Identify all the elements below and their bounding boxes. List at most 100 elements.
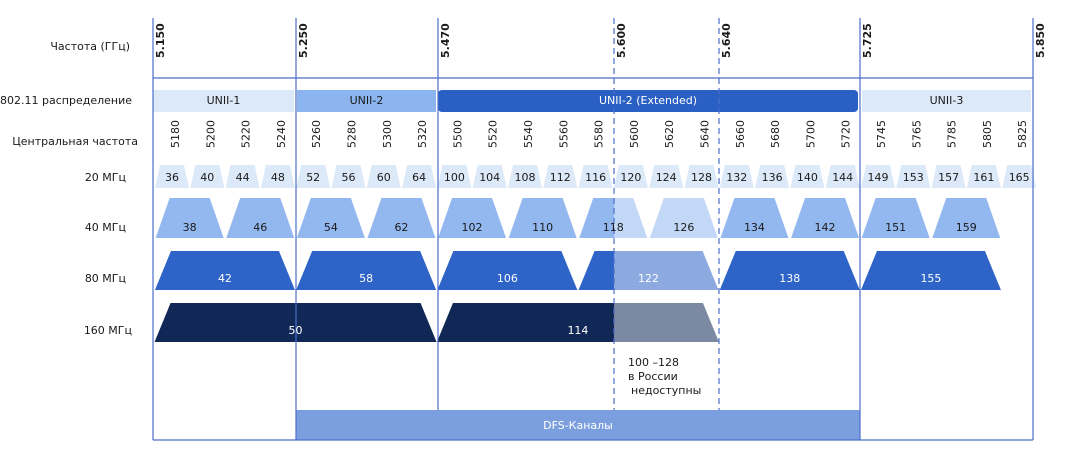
allocation-band [153,90,294,112]
channel-label: 38 [183,221,197,234]
center-frequency: 5620 [663,120,676,148]
channel-shape [154,251,295,290]
channel-label: 42 [218,272,232,285]
channel-shape [155,198,224,238]
channel-shape [296,251,437,290]
row-label: 40 МГц [85,221,126,234]
allocation-band [297,90,436,112]
allocation-label: UNII-2 [350,94,384,107]
channel-shape [896,165,931,188]
channel-shape [296,198,365,238]
center-frequency: 5785 [946,120,959,148]
center-frequency: 5765 [910,120,923,148]
channel-label: 54 [324,221,338,234]
channel-shape [720,198,789,238]
channel-shape [296,165,331,188]
channel-shape [790,165,825,188]
note: 100 –128 [628,356,679,369]
center-frequency: 5640 [699,120,712,148]
channel-label: 60 [377,171,391,184]
allocation-label: UNII-3 [930,94,964,107]
channel-shape [684,165,719,188]
channel-shape [437,165,472,188]
center-frequency: 5240 [275,120,288,148]
center-frequency: 5700 [804,120,817,148]
frequency-label: 5.850 [1034,23,1047,58]
channel-label: 159 [956,221,977,234]
frequency-label: 5.470 [439,23,452,58]
channel-shape [155,165,189,188]
frequency-label: 5.250 [297,23,310,58]
channel-label: 114 [567,324,588,337]
frequency-label: 5.600 [615,23,628,58]
allocation-label: UNII-2 (Extended) [599,94,697,107]
channel-label: 106 [497,272,518,285]
channel-shape [719,251,860,290]
row-label: Частота (ГГц) [50,40,130,53]
channel-label: 149 [868,171,889,184]
channel-shape [931,165,966,188]
channel-label: 62 [394,221,408,234]
channel-shape [861,198,930,238]
channel-label: 124 [656,171,677,184]
channel-label: 50 [289,324,303,337]
channel-label: 122 [638,272,659,285]
channel-shape [226,198,295,238]
center-frequency: 5540 [522,120,535,148]
channel-label: 118 [603,221,624,234]
channel-label: 40 [200,171,214,184]
channel-label: 144 [832,171,853,184]
channel-label: 165 [1009,171,1030,184]
allocation-band [438,90,858,112]
channel-label: 126 [673,221,694,234]
channel-shape [860,251,1001,290]
channel-label: 56 [342,171,356,184]
center-frequency: 5320 [416,120,429,148]
channel-shape [260,165,295,188]
channel-shape [472,165,507,188]
channel-shape [719,165,754,188]
unavailable-overlay [614,195,719,345]
note: в России [628,370,678,383]
center-frequency: 5280 [346,120,359,148]
channel-shape [225,165,260,188]
center-frequency: 5220 [240,120,253,148]
channel-label: 102 [462,221,483,234]
channel-label: 110 [532,221,553,234]
channel-label: 112 [550,171,571,184]
channel-label: 120 [620,171,641,184]
channel-shape [331,165,366,188]
channel-label: 157 [938,171,959,184]
center-frequency: 5660 [734,120,747,148]
row-label: 802.11 распределение [0,94,132,107]
channel-label: 136 [762,171,783,184]
allocation-label: UNII-1 [207,94,241,107]
channel-label: 108 [515,171,536,184]
channel-label: 100 [444,171,465,184]
channel-label: 36 [165,171,179,184]
frame [152,18,1034,441]
channel-label: 64 [412,171,426,184]
channel-shape [402,165,437,188]
center-frequency: 5680 [769,120,782,148]
channel-label: 44 [236,171,250,184]
channel-shape [649,198,718,238]
channel-shape [543,165,578,188]
center-frequency: 5520 [487,120,500,148]
center-frequency: 5560 [557,120,570,148]
channel-label: 104 [479,171,500,184]
channel-shape [437,251,578,290]
row-label: 20 МГц [85,171,126,184]
center-frequency: 5300 [381,120,394,148]
dfs-label: DFS-Каналы [543,419,613,432]
channel-label: 140 [797,171,818,184]
center-frequency: 5805 [981,120,994,148]
frequency-label: 5.725 [861,23,874,58]
channel-shape [825,165,860,188]
channel-label: 151 [885,221,906,234]
channel-label: 128 [691,171,712,184]
channel-shape [932,198,1001,238]
channel-shape [438,198,507,238]
channel-label: 48 [271,171,285,184]
